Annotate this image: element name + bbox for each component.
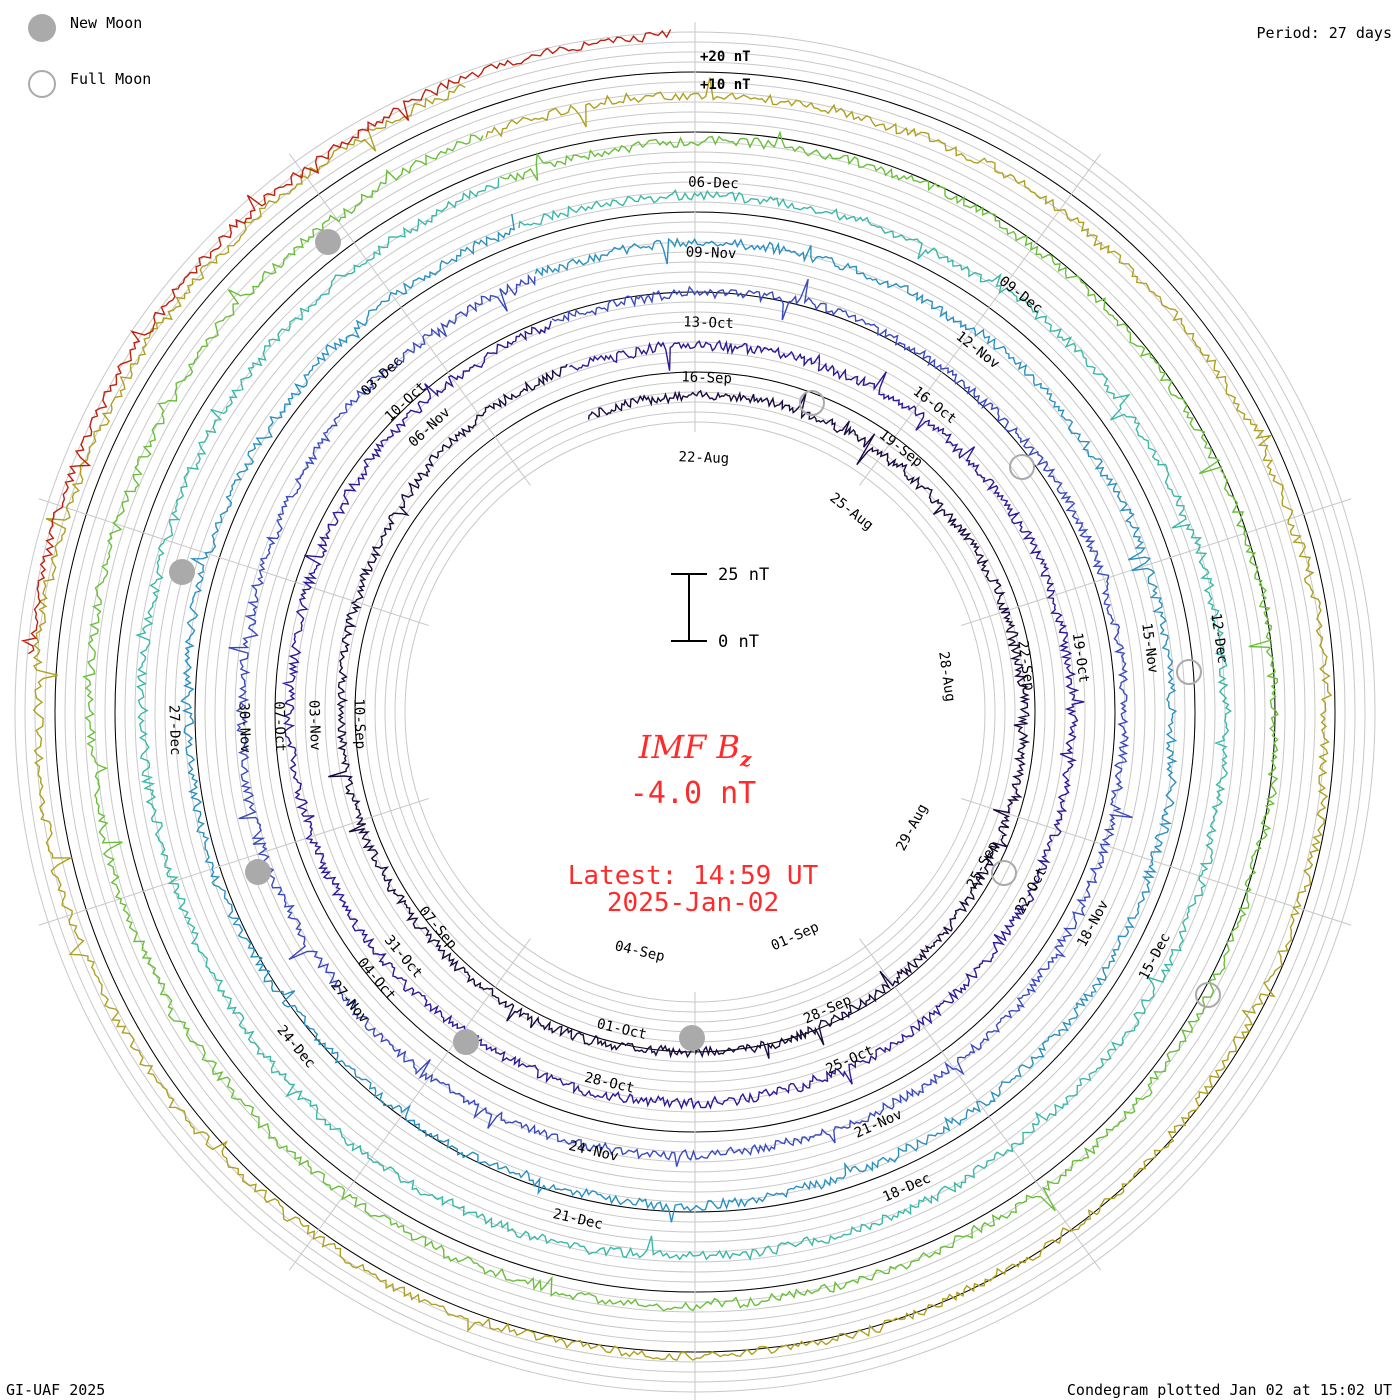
center-value: -4.0 nT xyxy=(630,776,756,811)
full-moon-marker xyxy=(1009,454,1035,480)
period-label: Period: 27 days xyxy=(1256,24,1392,42)
center-title-main: IMF B xyxy=(638,728,740,766)
new-moon-marker xyxy=(245,859,271,885)
date-label: 01-Sep xyxy=(769,919,822,954)
date-label: 30-Nov xyxy=(235,702,253,753)
grid-spoke xyxy=(38,498,429,626)
series-line-rotation-4 xyxy=(180,213,1178,1223)
date-label: 09-Nov xyxy=(685,244,736,262)
series-line-rotation-1 xyxy=(328,363,1031,1059)
grid-ring xyxy=(314,331,1076,1093)
scale-bar-bottom-label: 0 nT xyxy=(718,632,759,652)
date-label: 12-Dec xyxy=(1207,612,1230,664)
date-label: 22-Sep xyxy=(1014,639,1037,691)
full-moon-marker xyxy=(1176,659,1202,685)
series-line-rotation-3 xyxy=(228,273,1133,1167)
center-title: IMF Bz xyxy=(638,728,752,771)
new-moon-icon xyxy=(28,14,56,42)
scale-bar: 25 nT 0 nT xyxy=(671,565,769,652)
new-moon-marker xyxy=(679,1025,705,1051)
date-label: 28-Sep xyxy=(801,992,854,1027)
center-date: 2025-Jan-02 xyxy=(607,888,779,918)
date-label: 19-Oct xyxy=(1069,632,1092,684)
moon-markers xyxy=(169,229,1221,1055)
date-label: 04-Oct xyxy=(354,955,399,1004)
grid-spoke xyxy=(289,153,531,486)
series-group xyxy=(20,29,1333,1362)
grid-spoke xyxy=(289,938,531,1271)
full-moon-label: Full Moon xyxy=(70,70,152,88)
date-label: 16-Sep xyxy=(681,369,732,387)
full-moon-marker xyxy=(799,390,825,416)
new-moon-label: New Moon xyxy=(70,14,143,32)
center-readout: IMF Bz -4.0 nT Latest: 14:59 UT 2025-Jan… xyxy=(568,728,819,918)
series-line-rotation-6 xyxy=(82,130,1279,1312)
new-moon-marker xyxy=(169,559,195,585)
grid-spoke xyxy=(961,798,1352,926)
grid-spokes xyxy=(38,22,1352,1400)
date-label: 22-Aug xyxy=(678,449,729,467)
center-latest: Latest: 14:59 UT xyxy=(568,861,819,891)
new-moon-marker xyxy=(315,229,341,255)
grid-spoke xyxy=(38,798,429,926)
date-label: 04-Sep xyxy=(613,938,666,965)
new-moon-marker xyxy=(453,1029,479,1055)
date-label: 10-Sep xyxy=(350,698,368,749)
series-line-rotation-2 xyxy=(281,320,1085,1110)
grid-spoke xyxy=(961,498,1352,626)
grid-spoke xyxy=(859,153,1101,486)
date-label: 27-Dec xyxy=(165,705,183,756)
full-moon-icon xyxy=(28,70,56,98)
tick-label-plus10: +10 nT xyxy=(700,77,751,93)
date-label: 28-Aug xyxy=(935,650,958,702)
grid-ring xyxy=(354,371,1036,1053)
tick-label-plus20: +20 nT xyxy=(700,49,751,65)
credit-label: GI-UAF 2025 xyxy=(6,1381,106,1399)
grid-ring xyxy=(384,401,1006,1023)
date-label: 03-Dec xyxy=(358,353,406,399)
date-label: 13-Oct xyxy=(683,314,734,332)
reference-ring xyxy=(354,371,1036,1053)
center-title-sub: z xyxy=(739,747,752,771)
date-label: 06-Dec xyxy=(688,174,739,192)
grid-ring xyxy=(364,381,1026,1043)
date-label: 07-Oct xyxy=(270,701,288,752)
date-label: 29-Aug xyxy=(893,801,931,853)
series-line-rotation-8 xyxy=(20,29,672,655)
date-label: 03-Nov xyxy=(305,700,323,751)
full-moon-marker xyxy=(991,860,1017,886)
series-line-rotation-5 xyxy=(135,178,1232,1261)
grid-ring xyxy=(394,411,996,1013)
plotted-label: Condegram plotted Jan 02 at 15:02 UT xyxy=(1066,1381,1392,1399)
date-label: 15-Nov xyxy=(1138,622,1161,674)
full-moon-marker xyxy=(1195,982,1221,1008)
date-label: 25-Aug xyxy=(827,490,877,534)
grid-spoke xyxy=(859,938,1101,1271)
series-line-rotation-7 xyxy=(32,77,1333,1362)
scale-bar-top-label: 25 nT xyxy=(718,565,769,585)
